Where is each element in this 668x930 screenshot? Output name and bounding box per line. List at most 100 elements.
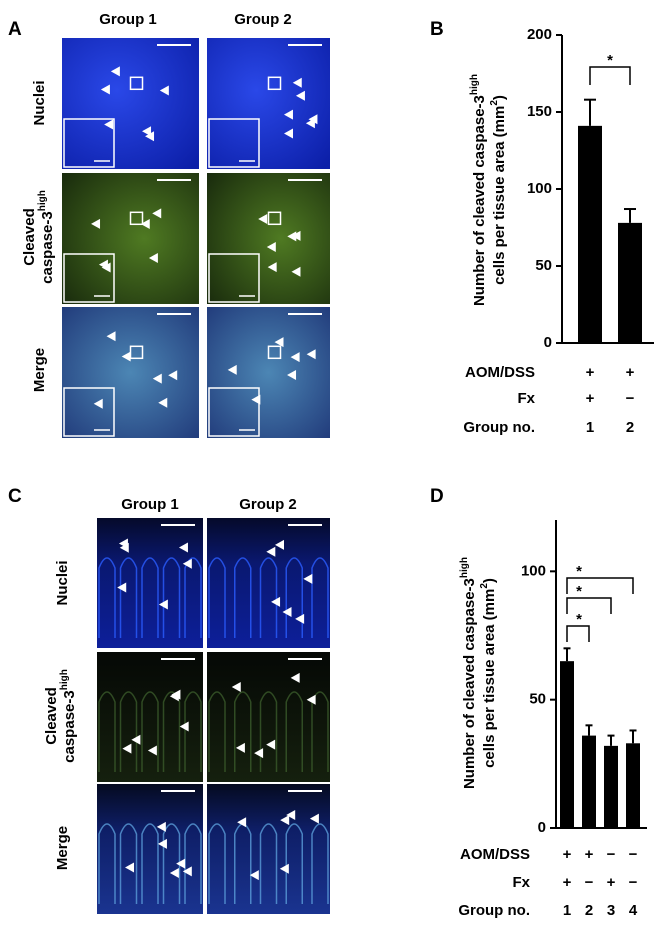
roi (129, 76, 144, 91)
micrograph (207, 307, 330, 438)
panel-label: D (430, 486, 444, 507)
arrowhead (117, 582, 127, 593)
arrowhead (235, 742, 245, 753)
significance-label: * (576, 611, 582, 628)
bar (618, 222, 642, 343)
arrowhead (249, 870, 259, 881)
column-header: Group 2 (234, 11, 292, 28)
significance-bracket (566, 597, 612, 614)
arrowhead (158, 397, 168, 408)
arrowhead (110, 66, 120, 77)
arrowhead (106, 331, 116, 342)
x-tick-label: 2 (626, 419, 634, 436)
arrowhead (182, 558, 192, 569)
arrowhead (279, 863, 289, 874)
y-tick-label: 100 (527, 180, 552, 197)
arrowhead (287, 370, 297, 381)
inset (63, 253, 115, 303)
micrograph (207, 173, 330, 304)
roi (267, 76, 282, 91)
row-label: caspase-3high (59, 669, 78, 763)
row-value: − (626, 390, 635, 407)
y-axis-label: Number of cleaved caspase-3high (459, 557, 478, 789)
arrowhead (168, 370, 178, 381)
micrographs (62, 38, 330, 914)
row-value: − (607, 846, 616, 863)
arrowhead (122, 743, 132, 754)
inset (208, 387, 260, 437)
inset (63, 387, 115, 437)
bar (626, 743, 640, 828)
y-tick-label: 50 (535, 257, 552, 274)
micrograph (207, 38, 330, 169)
significance-bracket (566, 577, 634, 594)
arrowhead (145, 131, 155, 142)
arrowhead (282, 607, 292, 618)
row-label: Cleaved (21, 208, 38, 266)
crypt-outline (98, 691, 202, 772)
y-tick-label: 100 (521, 562, 546, 579)
bar (582, 735, 596, 828)
bar (604, 745, 618, 828)
row-value: + (586, 390, 595, 407)
panel-label: A (8, 19, 22, 40)
row-label: Nuclei (54, 560, 71, 605)
arrowhead (295, 613, 305, 624)
micrograph (97, 652, 203, 782)
roi (267, 345, 282, 360)
arrowhead (118, 538, 128, 549)
arrowhead (231, 681, 241, 692)
crypt-outline (98, 557, 202, 638)
arrowhead (169, 691, 179, 702)
arrowhead (274, 337, 284, 348)
arrowhead (280, 815, 290, 826)
x-axis-label: Group no. (458, 902, 530, 919)
arrowhead (100, 84, 110, 95)
x-tick-label: 1 (563, 902, 571, 919)
arrowhead (125, 862, 135, 873)
row-label: Fx (517, 390, 535, 407)
row-label: Merge (31, 348, 48, 392)
row-label: Cleaved (43, 687, 60, 745)
micrograph (97, 518, 203, 648)
y-tick-label: 0 (538, 819, 546, 836)
x-tick-label: 2 (585, 902, 593, 919)
arrowhead (158, 599, 168, 610)
significance-bracket (589, 66, 631, 85)
crypt-outline (208, 557, 329, 638)
crypt-outline (208, 691, 329, 772)
arrowhead (286, 809, 296, 820)
row-label: Merge (54, 826, 71, 870)
arrowhead (291, 230, 301, 241)
arrowhead (306, 694, 316, 705)
roi (267, 211, 282, 226)
row-label: Nuclei (31, 80, 48, 125)
arrowhead (266, 242, 276, 253)
x-axis-label: Group no. (463, 419, 535, 436)
arrowhead (131, 734, 141, 745)
arrowhead (152, 208, 162, 219)
column-header: Group 2 (239, 496, 297, 513)
row-label: AOM/DSS (460, 846, 530, 863)
arrowhead (140, 218, 150, 229)
y-tick-label: 50 (529, 691, 546, 708)
row-value: − (629, 874, 638, 891)
x-tick-label: 3 (607, 902, 615, 919)
row-value: − (629, 846, 638, 863)
y-axis-label: Number of cleaved caspase-3high (469, 74, 488, 306)
column-header: Group 1 (121, 496, 179, 513)
micrograph (97, 784, 203, 914)
arrowhead (142, 126, 152, 137)
arrowhead (271, 596, 281, 607)
x-tick-label: 4 (629, 902, 638, 919)
bar (560, 661, 574, 828)
significance-label: * (607, 52, 613, 69)
arrowhead (266, 546, 276, 557)
micrograph (62, 173, 199, 304)
arrowhead (227, 364, 237, 375)
arrowhead (291, 266, 301, 277)
arrowhead (101, 262, 111, 273)
row-value: + (626, 364, 635, 381)
column-header: Group 1 (99, 11, 157, 28)
